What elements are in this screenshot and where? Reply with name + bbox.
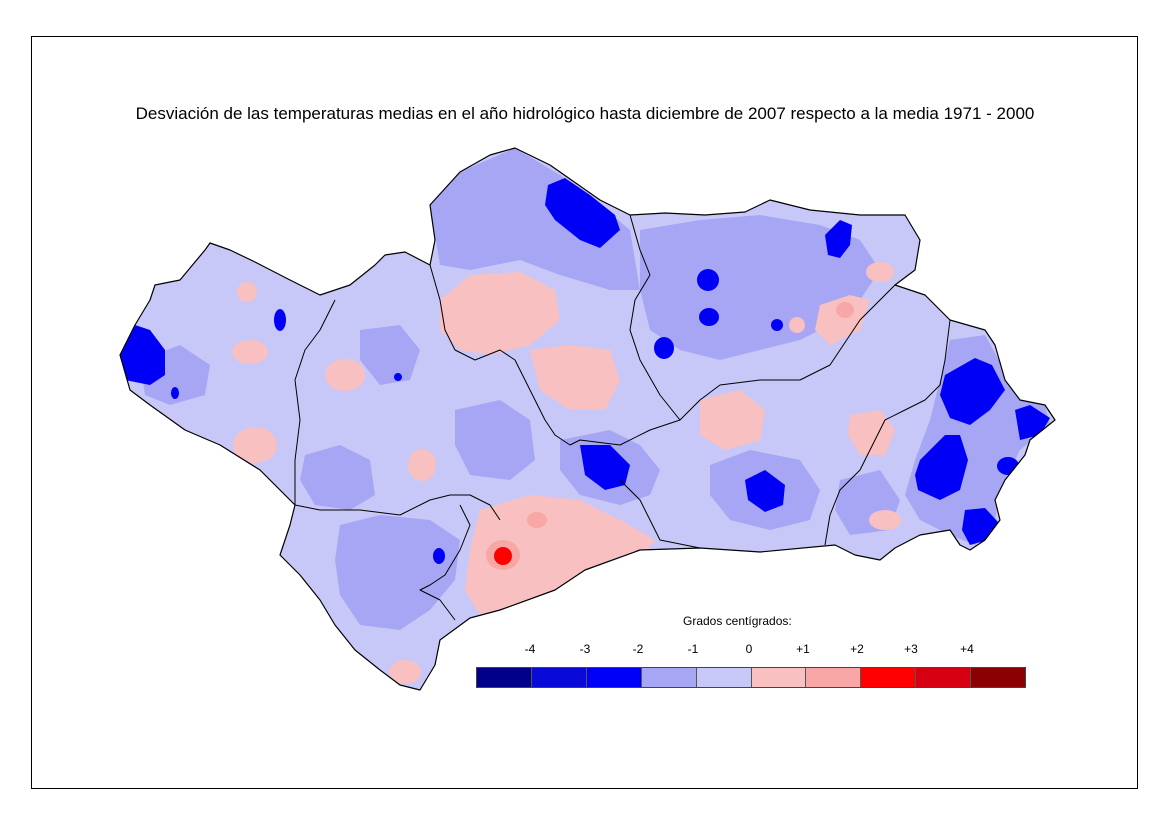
zone-plus1-spot-h [237, 282, 257, 302]
zone-minus2-north [430, 148, 640, 290]
boundary-malaga-granada [619, 479, 701, 549]
legend-tick-minus2: -2 [632, 642, 644, 656]
legend-swatch-9 [971, 668, 1026, 687]
boundary-cordoba-granada [569, 419, 681, 446]
zone-plus1-spot-i [789, 317, 805, 333]
legend-swatch-7 [861, 668, 917, 687]
legend-tick-plus3: +3 [904, 642, 918, 656]
zone-plus3-malaga [494, 547, 512, 565]
legend-tick-plus2: +2 [850, 642, 864, 656]
zone-plus1-malaga [465, 495, 655, 615]
zone-minus2-sevilla-east [455, 400, 535, 480]
zone-plus1-spot-a [325, 359, 365, 391]
boundary-sevilla-cordoba [429, 264, 571, 446]
zone-plus1-spot-f [869, 510, 901, 530]
legend-tick-minus3: -3 [579, 642, 591, 656]
legend-tick-minus1: -1 [687, 642, 699, 656]
zone-minus2-sevilla-west [300, 445, 375, 510]
zone-minus3-granada-east [745, 470, 785, 512]
zone-plus2-spot-b [836, 302, 854, 318]
zone-plus1-spot-b [233, 427, 277, 463]
zone-plus1-spot-e [866, 262, 894, 282]
legend-title: Grados centígrados: [683, 614, 792, 628]
region-outline [119, 147, 1056, 691]
zone-minus3-granada [580, 445, 630, 490]
legend-swatch-1 [531, 668, 587, 687]
zone-plus1-cordoba-south [530, 345, 620, 410]
zone-minus3-spot-e [274, 309, 286, 331]
legend-swatch-6 [806, 668, 862, 687]
legend-tick-plus1: +1 [796, 642, 810, 656]
zone-plus1-spot-d [408, 449, 436, 481]
boundary-jaen-granada [719, 284, 896, 386]
boundary-huelva-sevilla [294, 299, 336, 505]
zone-minus3-jaen-north [825, 220, 852, 258]
boundary-cordoba-jaen [629, 214, 721, 421]
zone-minus3-spot-g [433, 548, 445, 564]
legend-swatch-5 [751, 668, 807, 687]
legend-swatch-4 [696, 668, 752, 687]
legend-swatch-3 [641, 668, 697, 687]
zone-plus1-granada-north [700, 390, 765, 450]
zone-minus3-huelva-border [120, 325, 165, 385]
zone-plus1-cordoba [440, 272, 560, 355]
zone-plus2-spot-a [527, 512, 547, 528]
zone-minus3-spot-i [394, 373, 402, 381]
map-frame [31, 36, 1138, 789]
zone-plus1-jaen-east [815, 295, 870, 345]
zone-minus3-north [545, 178, 620, 248]
legend-tick-minus4: -4 [524, 642, 536, 656]
zone-minus3-spot-b [699, 308, 719, 326]
legend-color-bar [476, 667, 1026, 688]
zone-minus3-almeria-central [915, 435, 968, 500]
zone-minus3-spot-h [171, 387, 179, 399]
zone-minus3-almeria-north [940, 358, 1005, 425]
zone-minus2-sevilla-north [360, 325, 420, 385]
zone-minus3-spot-c [654, 337, 674, 359]
province-boundaries [294, 214, 951, 621]
zone-minus3-spot-f [771, 319, 783, 331]
deviation-field [120, 148, 1055, 690]
zone-plus1-baza [848, 410, 895, 455]
boundary-cadiz-malaga [419, 504, 471, 621]
boundary-granada-almeria [824, 319, 951, 546]
legend-tick-0: 0 [745, 642, 753, 656]
zone-minus3-spot-a [697, 269, 719, 291]
zone-plus1-spot-c [232, 340, 268, 364]
boundary-sevilla-cadiz [294, 494, 501, 521]
legend-swatch-0 [477, 668, 532, 687]
legend-swatch-2 [586, 668, 642, 687]
legend-swatch-8 [916, 668, 972, 687]
zone-plus1-spot-g [389, 660, 421, 684]
zone-minus2-cadiz [335, 515, 460, 630]
legend-tick-plus4: +4 [960, 642, 974, 656]
map-title: Desviación de las temperaturas medias en… [135, 104, 1035, 123]
